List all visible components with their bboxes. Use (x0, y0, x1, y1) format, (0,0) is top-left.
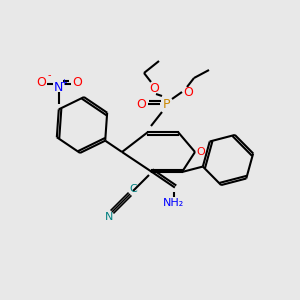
Text: N: N (105, 212, 113, 222)
Text: O: O (196, 147, 206, 157)
Text: NH₂: NH₂ (164, 198, 184, 208)
Text: O: O (72, 76, 82, 89)
Text: N: N (54, 81, 64, 94)
Text: O: O (149, 82, 159, 94)
Text: O: O (36, 76, 46, 89)
Text: -: - (47, 70, 50, 80)
Text: C: C (129, 184, 137, 194)
Text: P: P (162, 98, 170, 110)
Text: O: O (136, 98, 146, 110)
Text: O: O (183, 85, 193, 98)
Text: +: + (60, 78, 67, 87)
